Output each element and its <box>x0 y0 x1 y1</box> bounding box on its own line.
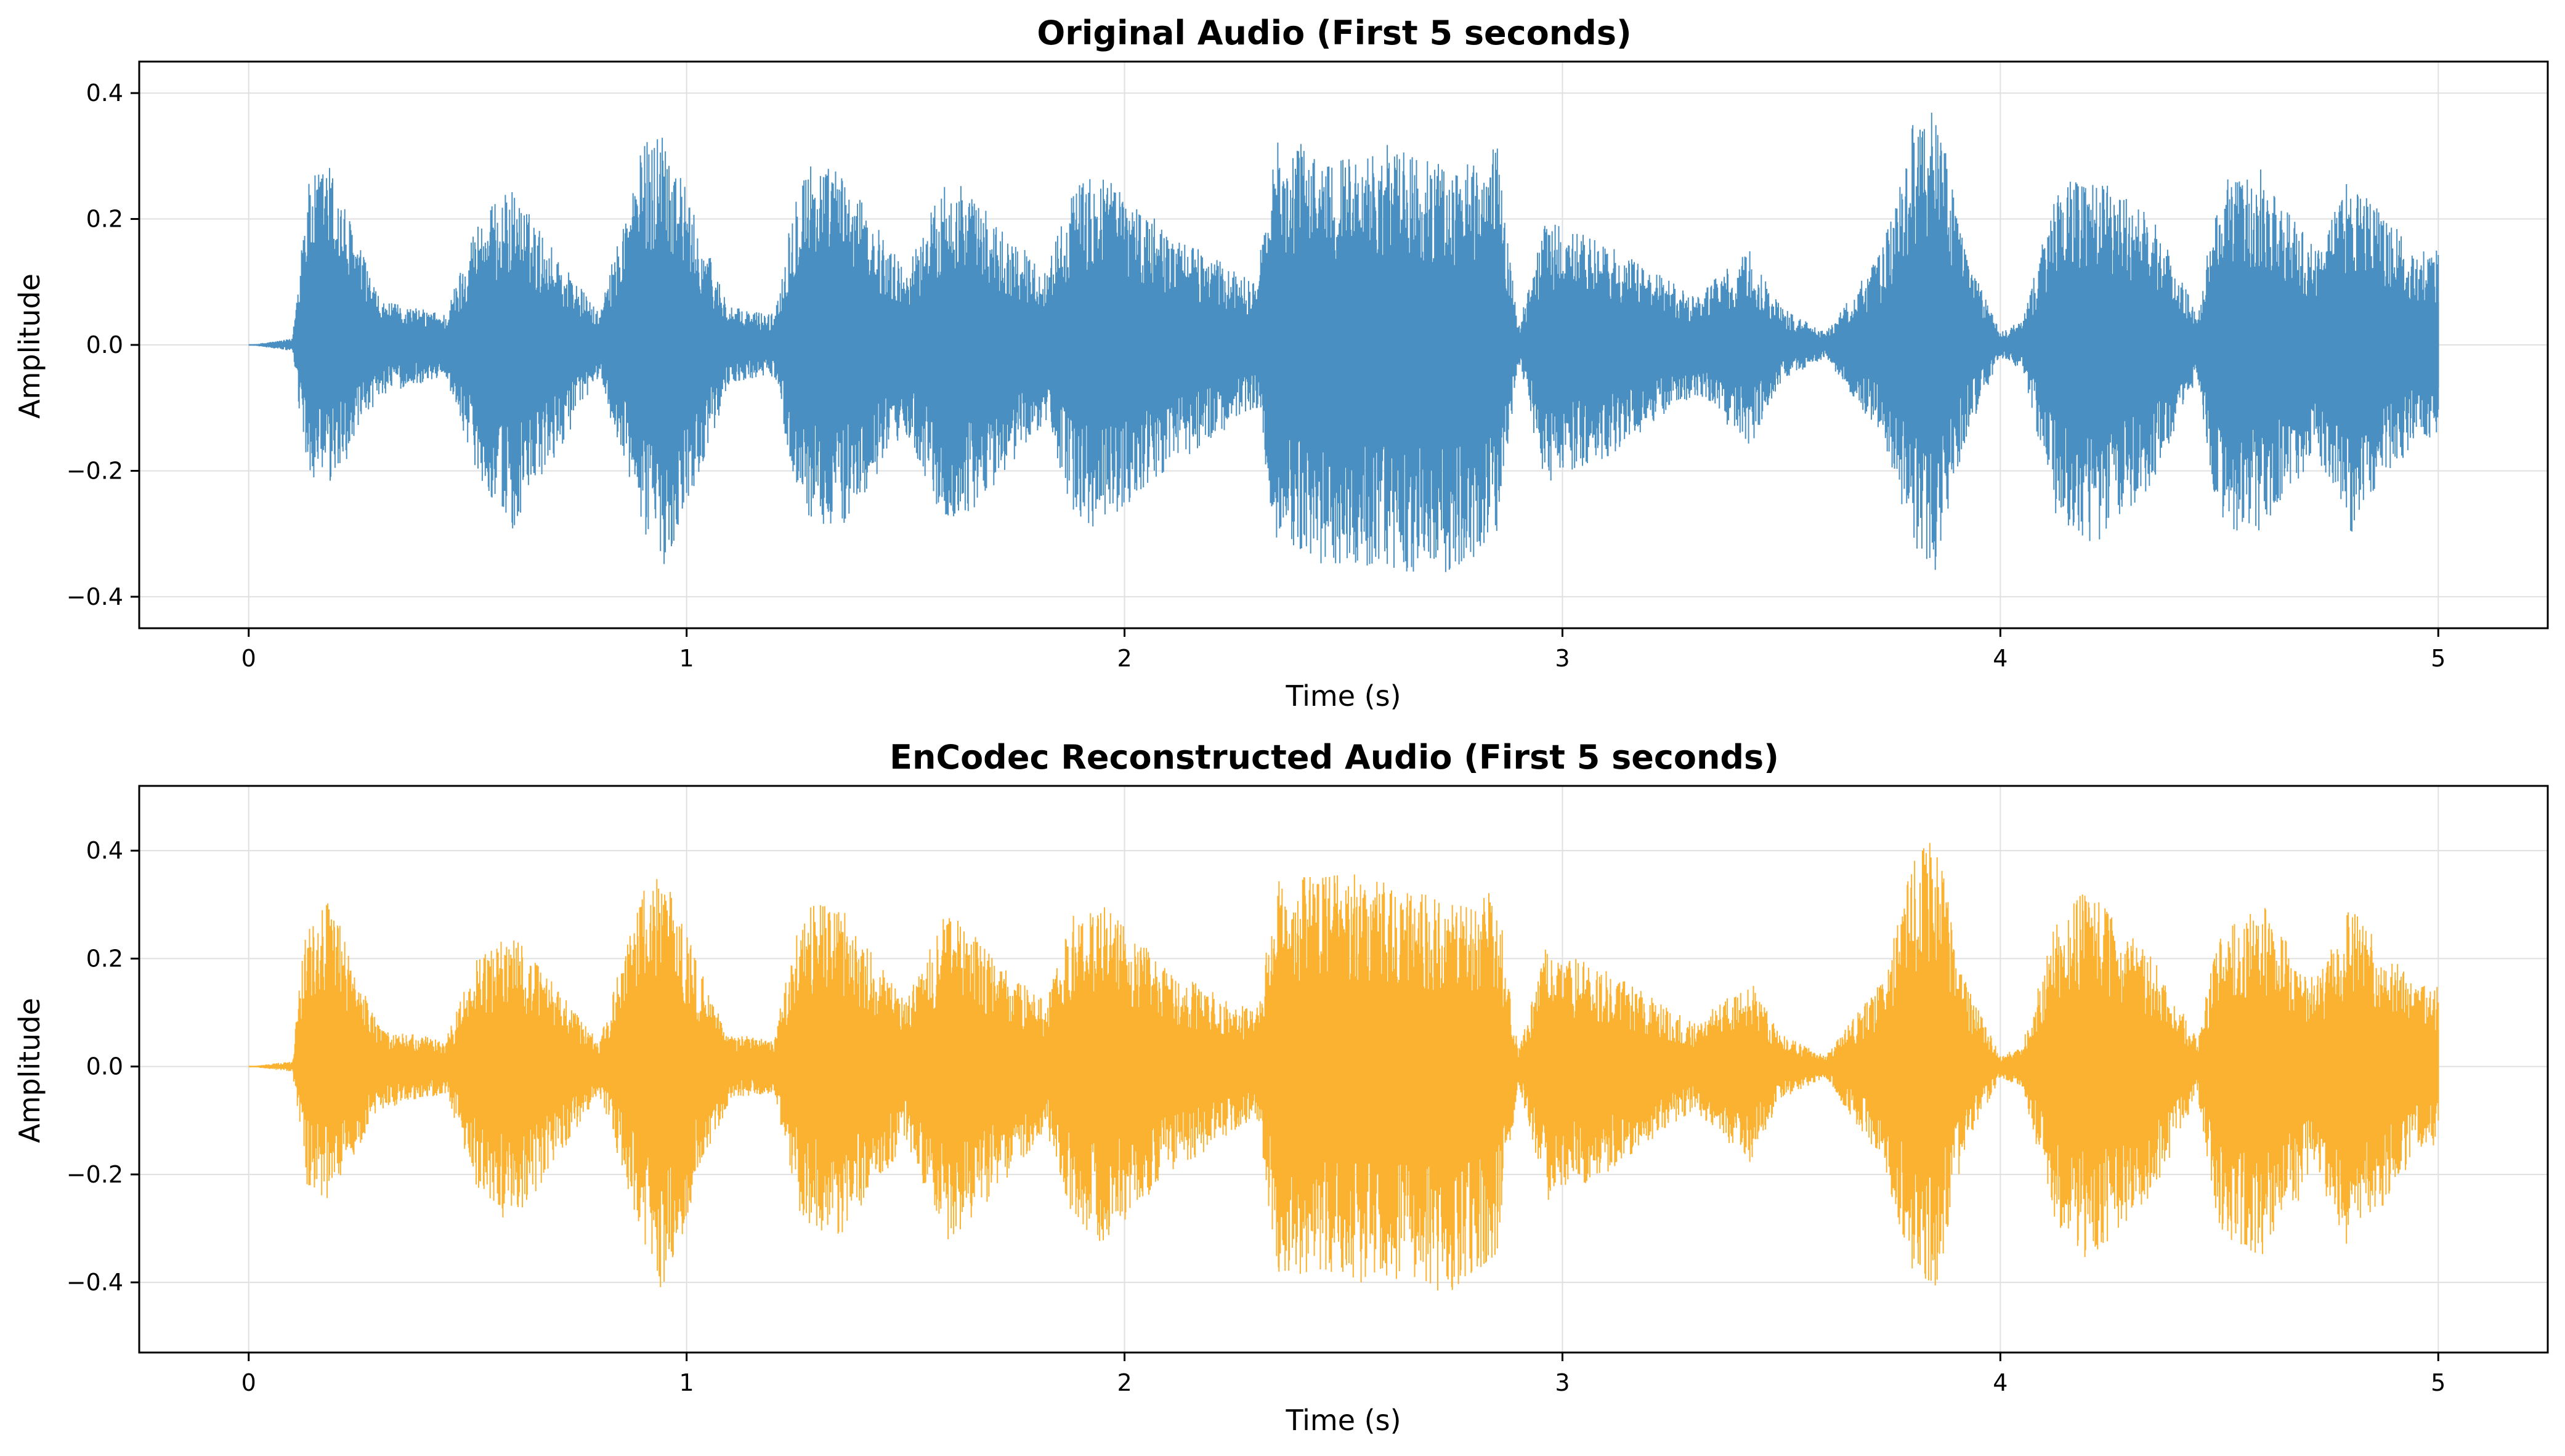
x-ticks-original: 0 1 2 3 4 5 <box>241 628 2445 672</box>
panel-reconstructed: EnCodec Reconstructed Audio (First 5 sec… <box>13 738 2549 1437</box>
y-tick-label-1: −0.2 <box>67 1161 123 1188</box>
y-tick-label-1: −0.2 <box>67 457 123 484</box>
waveform-original <box>248 113 2439 572</box>
y-tick-label-2: 0.0 <box>86 331 123 358</box>
waveform-series-core <box>248 232 2439 453</box>
x-tick-label-1: 1 <box>679 1369 694 1396</box>
x-tick-label-0: 0 <box>241 1369 256 1396</box>
x-tick-label-3: 3 <box>1555 1369 1570 1396</box>
y-axis-label-reconstructed: Amplitude <box>13 998 46 1143</box>
chart-title-original: Original Audio (First 5 seconds) <box>1037 14 1631 52</box>
y-tick-label-3: 0.2 <box>86 945 123 972</box>
y-ticks-reconstructed: −0.4 −0.2 0.0 0.2 0.4 <box>67 837 139 1296</box>
y-ticks-original: −0.4 −0.2 0.0 0.2 0.4 <box>67 79 139 610</box>
x-tick-label-4: 4 <box>1993 1369 2008 1396</box>
chart-title-reconstructed: EnCodec Reconstructed Audio (First 5 sec… <box>889 738 1779 777</box>
x-tick-label-2: 2 <box>1117 1369 1132 1396</box>
y-tick-label-2: 0.0 <box>86 1053 123 1080</box>
x-tick-label-5: 5 <box>2431 1369 2445 1396</box>
y-tick-label-3: 0.2 <box>86 206 123 233</box>
x-ticks-reconstructed: 0 1 2 3 4 5 <box>241 1353 2445 1396</box>
x-tick-label-5: 5 <box>2431 645 2445 672</box>
axes-frame-reconstructed <box>138 785 2549 1354</box>
x-tick-label-1: 1 <box>679 645 694 672</box>
x-tick-label-4: 4 <box>1993 645 2008 672</box>
y-axis-label-original: Amplitude <box>13 273 46 419</box>
x-tick-label-3: 3 <box>1555 645 1570 672</box>
waveform-reconstructed <box>248 843 2439 1291</box>
y-tick-label-4: 0.4 <box>86 79 123 107</box>
y-tick-label-0: −0.4 <box>67 583 123 610</box>
waveform-series-core <box>248 957 2439 1176</box>
x-tick-label-0: 0 <box>241 645 256 672</box>
y-tick-label-0: −0.4 <box>67 1269 123 1296</box>
x-axis-label-original: Time (s) <box>1285 679 1401 713</box>
x-tick-label-2: 2 <box>1117 645 1132 672</box>
x-axis-label-reconstructed: Time (s) <box>1285 1404 1401 1437</box>
y-tick-label-4: 0.4 <box>86 837 123 864</box>
